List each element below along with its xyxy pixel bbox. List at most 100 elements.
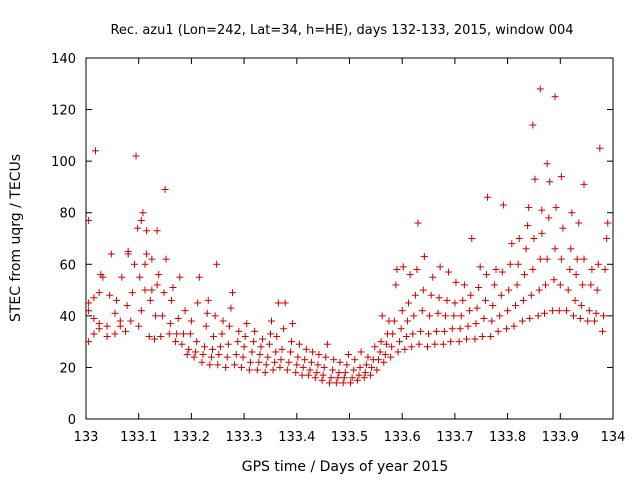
data-point bbox=[397, 325, 405, 333]
data-point bbox=[294, 353, 302, 361]
data-point bbox=[567, 245, 575, 253]
data-point bbox=[409, 330, 417, 338]
data-point bbox=[551, 93, 559, 101]
data-point bbox=[141, 260, 149, 268]
data-point bbox=[381, 351, 389, 359]
data-point bbox=[229, 289, 237, 297]
data-point bbox=[130, 260, 138, 268]
data-point bbox=[137, 307, 145, 315]
data-point bbox=[176, 273, 184, 281]
y-tick-label: 120 bbox=[51, 104, 76, 119]
data-point bbox=[330, 356, 338, 364]
data-point bbox=[600, 312, 608, 320]
data-point bbox=[393, 265, 401, 273]
data-point bbox=[577, 302, 585, 310]
data-point bbox=[525, 204, 533, 212]
data-point bbox=[448, 325, 456, 333]
data-point bbox=[106, 291, 114, 299]
data-point bbox=[193, 338, 201, 346]
data-point bbox=[452, 278, 460, 286]
data-point bbox=[141, 286, 149, 294]
data-point bbox=[413, 265, 421, 273]
data-point bbox=[373, 366, 381, 374]
data-point bbox=[564, 286, 572, 294]
data-point bbox=[505, 286, 513, 294]
data-point bbox=[460, 281, 468, 289]
data-point bbox=[325, 379, 333, 387]
data-point bbox=[498, 268, 506, 276]
data-point bbox=[538, 206, 546, 214]
data-point bbox=[414, 219, 422, 227]
y-axis-label: STEC from uqrg / TECUs bbox=[8, 154, 24, 322]
data-point bbox=[322, 353, 330, 361]
data-point bbox=[311, 374, 319, 382]
data-point bbox=[199, 351, 207, 359]
x-tick-label: 133.2 bbox=[173, 430, 210, 445]
x-tick-label: 133.4 bbox=[278, 430, 315, 445]
data-point bbox=[356, 363, 364, 371]
data-point bbox=[179, 330, 187, 338]
data-point bbox=[552, 204, 560, 212]
data-point bbox=[411, 291, 419, 299]
data-point bbox=[227, 304, 235, 312]
data-point bbox=[475, 283, 483, 291]
data-point bbox=[374, 356, 382, 364]
data-point bbox=[513, 281, 521, 289]
y-tick-label: 80 bbox=[59, 207, 76, 222]
data-point bbox=[323, 340, 331, 348]
x-axis: 133 133.1 133.2 133.3 133.4 133.5 133.6 133.7 13… bbox=[74, 58, 625, 445]
data-point bbox=[210, 332, 218, 340]
data-point bbox=[484, 193, 492, 201]
data-point bbox=[418, 307, 426, 315]
data-point bbox=[146, 296, 154, 304]
data-point bbox=[264, 353, 272, 361]
data-point bbox=[536, 255, 544, 263]
data-point bbox=[283, 366, 291, 374]
data-point bbox=[515, 235, 523, 242]
data-point bbox=[203, 309, 211, 317]
data-point bbox=[276, 363, 284, 371]
data-point bbox=[308, 358, 316, 366]
data-point bbox=[436, 263, 444, 271]
data-point bbox=[216, 343, 224, 351]
data-point bbox=[580, 255, 588, 263]
data-point bbox=[572, 271, 580, 279]
data-point bbox=[95, 320, 103, 328]
data-point bbox=[520, 271, 528, 279]
data-point bbox=[91, 147, 99, 155]
data-point bbox=[224, 340, 232, 348]
data-point bbox=[456, 325, 464, 333]
y-tick-label: 60 bbox=[59, 258, 76, 273]
data-point bbox=[387, 353, 395, 361]
data-point bbox=[235, 327, 243, 335]
data-point bbox=[214, 361, 222, 369]
data-point bbox=[368, 363, 376, 371]
data-point bbox=[289, 320, 297, 328]
data-point bbox=[563, 307, 571, 315]
data-point bbox=[585, 307, 593, 315]
x-tick-label: 133.5 bbox=[331, 430, 368, 445]
data-point bbox=[455, 338, 463, 346]
data-point bbox=[113, 296, 121, 304]
data-point bbox=[457, 312, 465, 320]
data-point bbox=[402, 332, 410, 340]
data-point bbox=[344, 351, 352, 359]
data-point bbox=[467, 291, 475, 299]
x-tick-label: 133.3 bbox=[225, 430, 262, 445]
data-point bbox=[327, 374, 335, 382]
data-point bbox=[178, 340, 186, 348]
data-point bbox=[183, 351, 191, 359]
data-point bbox=[396, 338, 404, 346]
data-point bbox=[85, 299, 93, 307]
data-point bbox=[427, 291, 435, 299]
data-point bbox=[362, 361, 370, 369]
data-point bbox=[476, 263, 484, 271]
data-point bbox=[429, 273, 437, 281]
chart-title: Rec. azu1 (Lon=242, Lat=34, h=HE), days … bbox=[110, 23, 573, 38]
data-point bbox=[531, 175, 539, 183]
data-point bbox=[406, 271, 414, 279]
data-point bbox=[341, 369, 349, 377]
data-point bbox=[351, 356, 359, 364]
data-point bbox=[225, 322, 233, 330]
